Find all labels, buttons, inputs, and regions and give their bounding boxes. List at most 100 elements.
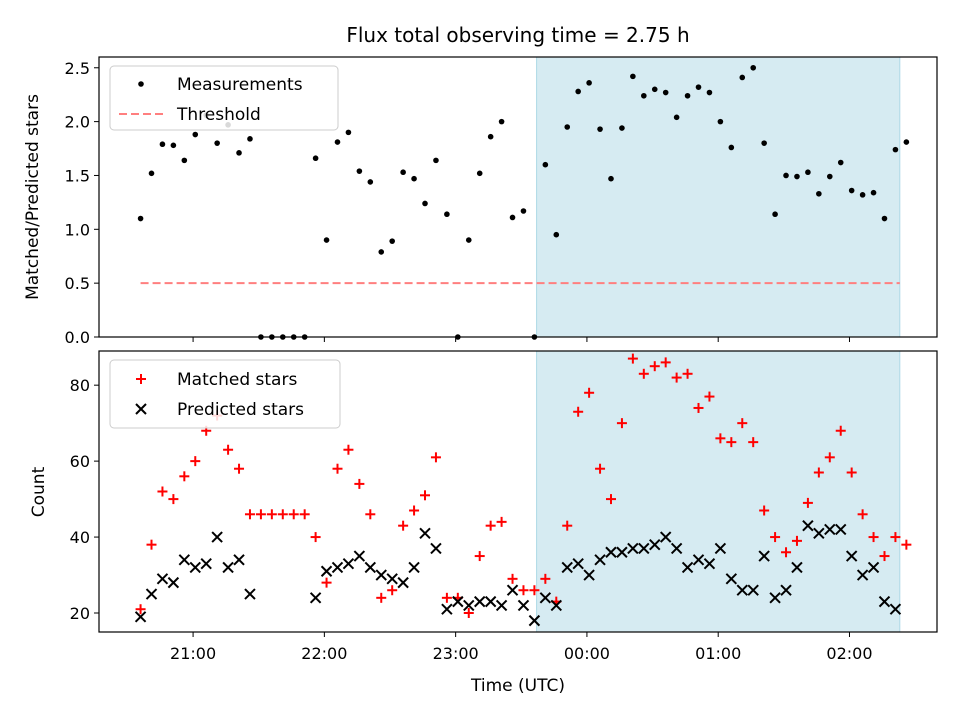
y-tick-label: 1.0 bbox=[65, 220, 90, 239]
matched-star-point bbox=[463, 608, 474, 619]
measurement-point bbox=[476, 170, 483, 177]
matched-star-point bbox=[584, 387, 595, 398]
legend-label-matched: Matched stars bbox=[177, 370, 297, 390]
matched-star-point bbox=[901, 539, 912, 550]
measurement-point bbox=[214, 140, 220, 146]
y-tick-label: 60 bbox=[70, 452, 90, 471]
predicted-star-point bbox=[856, 569, 869, 581]
predicted-star-point bbox=[780, 584, 792, 596]
measurement-point bbox=[761, 140, 767, 146]
matched-star-point bbox=[365, 509, 376, 520]
bottom-shaded-region bbox=[536, 350, 901, 633]
measurement-point bbox=[170, 142, 177, 149]
measurement-point bbox=[509, 214, 516, 221]
predicted-star-point bbox=[725, 573, 738, 585]
predicted-star-point bbox=[714, 542, 727, 555]
predicted-star-point bbox=[605, 546, 617, 558]
predicted-star-point bbox=[769, 592, 781, 604]
matched-star-point bbox=[540, 573, 551, 584]
measurement-point bbox=[706, 89, 713, 96]
matched-star-point bbox=[791, 535, 802, 546]
measurement-point bbox=[826, 173, 833, 180]
matched-star-point bbox=[496, 516, 507, 527]
matched-star-point bbox=[573, 406, 584, 417]
predicted-star-point bbox=[550, 599, 562, 612]
predicted-star-point bbox=[441, 603, 453, 615]
predicted-star-point bbox=[594, 554, 606, 566]
measurement-point bbox=[487, 133, 494, 140]
matched-star-point bbox=[879, 551, 890, 562]
x-tick-label: 21:00 bbox=[170, 644, 216, 663]
matched-star-point bbox=[430, 452, 441, 463]
matched-star-point bbox=[190, 456, 201, 467]
measurement-point bbox=[859, 192, 866, 198]
measurement-point bbox=[608, 175, 614, 182]
predicted-star-point bbox=[824, 523, 836, 536]
predicted-star-point bbox=[659, 531, 672, 543]
matched-star-point bbox=[485, 520, 496, 531]
matched-star-point bbox=[518, 585, 529, 596]
measurement-point bbox=[816, 190, 822, 197]
matched-star-point bbox=[354, 478, 365, 489]
measurement-point bbox=[881, 215, 888, 222]
top-panel: 0.0 0.5 1.0 1.5 2.0 2.5 Matched/Predicted sta… bbox=[23, 56, 938, 347]
predicted-star-point bbox=[703, 557, 716, 570]
top-legend: Measurements Threshold bbox=[109, 65, 339, 131]
matched-star-point bbox=[562, 520, 573, 531]
predicted-star-point bbox=[638, 542, 650, 555]
matched-star-point bbox=[135, 604, 146, 615]
measurement-point bbox=[641, 92, 647, 99]
measurement-point bbox=[247, 136, 253, 142]
predicted-star-point bbox=[506, 584, 519, 596]
measurement-point bbox=[192, 131, 199, 138]
predicted-star-point bbox=[233, 554, 245, 566]
predicted-star-point bbox=[419, 527, 431, 539]
matched-star-point bbox=[868, 532, 879, 543]
top-y-ticks: 0.0 0.5 1.0 1.5 2.0 2.5 bbox=[65, 59, 99, 347]
matched-star-point bbox=[704, 391, 715, 402]
matched-star-point bbox=[660, 357, 671, 368]
y-tick-label: 1.5 bbox=[65, 166, 90, 185]
figure-title: Flux total observing time = 2.75 h bbox=[346, 23, 689, 47]
matched-star-point bbox=[693, 402, 704, 413]
matched-star-point bbox=[507, 573, 518, 584]
x-tick-label: 22:00 bbox=[301, 644, 347, 663]
matched-star-point bbox=[343, 444, 354, 455]
matched-star-point bbox=[890, 532, 901, 543]
predicted-star-point bbox=[845, 550, 858, 562]
predicted-star-point bbox=[364, 561, 377, 574]
measurement-point bbox=[312, 155, 319, 162]
predicted-star-point bbox=[134, 611, 147, 623]
matched-star-point bbox=[223, 444, 234, 455]
star-count-points bbox=[134, 353, 912, 627]
measurement-point bbox=[411, 175, 417, 182]
matched-star-point bbox=[748, 437, 759, 448]
predicted-star-point bbox=[528, 614, 541, 627]
measurement-point bbox=[553, 231, 560, 238]
measurement-point bbox=[586, 80, 592, 86]
measurement-point bbox=[181, 157, 188, 164]
y-tick-label: 0.0 bbox=[65, 328, 90, 347]
matched-star-point bbox=[288, 509, 299, 520]
measurement-point bbox=[137, 215, 144, 222]
predicted-star-point bbox=[616, 546, 628, 558]
predicted-star-point bbox=[474, 595, 486, 608]
measurement-point bbox=[389, 238, 395, 244]
measurement-point bbox=[345, 129, 352, 136]
predicted-star-point bbox=[495, 599, 508, 612]
matched-star-point bbox=[146, 539, 157, 550]
matched-star-point bbox=[649, 361, 660, 372]
predicted-star-point bbox=[331, 561, 344, 574]
x-tick-label: 01:00 bbox=[695, 644, 741, 663]
measurement-point bbox=[378, 249, 385, 255]
x-tick-label: 00:00 bbox=[564, 644, 610, 663]
measurement-point bbox=[673, 114, 680, 121]
measurement-point bbox=[684, 92, 691, 99]
predicted-star-point bbox=[561, 561, 573, 574]
matched-star-point bbox=[234, 463, 245, 474]
top-plot-frame bbox=[98, 56, 938, 338]
x-axis-label: Time (UTC) bbox=[470, 676, 565, 696]
measurement-point bbox=[575, 88, 581, 95]
legend-label-measurements: Measurements bbox=[177, 75, 303, 95]
